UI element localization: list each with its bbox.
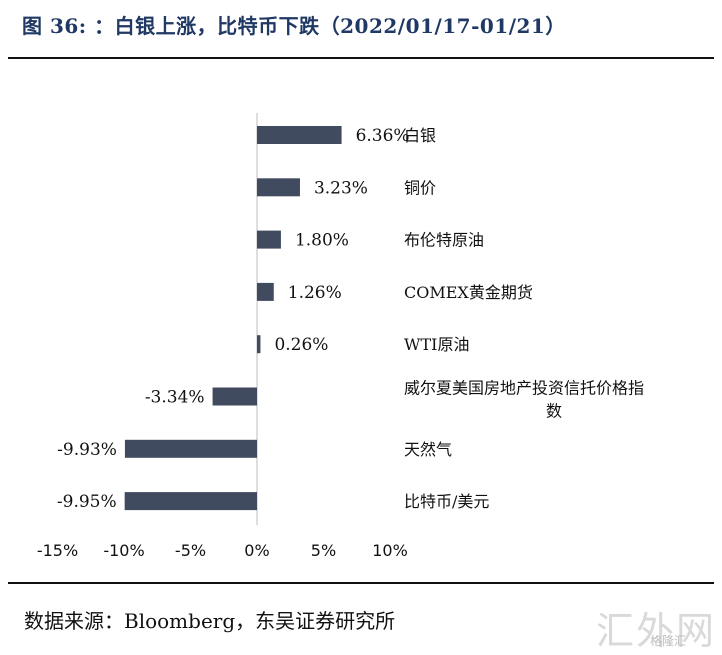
category-label-7: 比特币/美元 xyxy=(404,492,489,511)
bar-1 xyxy=(257,178,300,197)
x-tick-label-5: 10% xyxy=(372,541,408,560)
top-rule xyxy=(8,57,714,59)
bar-chart: 6.36%白银 3.23% 铜价 1.80% 布伦特原油 1.26% COMEX黄金期货 0.… xyxy=(37,113,644,560)
value-label-5: -3.34% xyxy=(145,388,205,408)
value-label-4: 0.26% xyxy=(274,335,328,355)
bar-3 xyxy=(257,282,274,301)
bar-6 xyxy=(124,439,257,458)
value-label-1: 3.23% xyxy=(314,178,368,198)
category-label-3: COMEX黄金期货 xyxy=(404,283,533,302)
category-label-2: 布伦特原油 xyxy=(404,231,484,250)
category-label-5-line-1: 数 xyxy=(546,402,562,421)
bar-0 xyxy=(257,126,342,144)
value-label-7: -9.95% xyxy=(57,492,117,512)
category-label-4: WTI原油 xyxy=(404,335,469,354)
x-tick-label-1: -10% xyxy=(103,541,144,560)
x-tick-label-4: 5% xyxy=(311,541,336,560)
x-tick-label-0: -15% xyxy=(37,541,78,560)
bar-7 xyxy=(124,492,257,511)
bottom-rule xyxy=(8,582,714,584)
value-label-2: 1.80% xyxy=(295,231,349,251)
bar-2 xyxy=(257,230,281,249)
value-label-6: -9.93% xyxy=(57,440,117,460)
x-tick-label-3: 0% xyxy=(244,541,269,560)
category-label-5-line-0: 威尔夏美国房地产投资信托价格指 xyxy=(404,379,644,398)
category-label-0: 白银 xyxy=(404,126,436,145)
bar-5 xyxy=(212,387,257,406)
watermark: 汇外网 xyxy=(596,609,717,653)
watermark-logo: 格隆汇 xyxy=(650,634,687,648)
source-note: 数据来源：Bloomberg，东吴证券研究所 xyxy=(24,609,396,633)
x-tick-label-2: -5% xyxy=(175,541,206,560)
value-label-3: 1.26% xyxy=(288,283,342,303)
bar-4 xyxy=(257,335,261,354)
category-label-1: 铜价 xyxy=(404,178,436,197)
figure-title: 图 36: ：白银上涨，比特币下跌（2022/01/17-01/21） xyxy=(22,14,566,38)
category-label-6: 天然气 xyxy=(404,440,452,459)
value-label-0: 6.36% xyxy=(356,126,410,146)
